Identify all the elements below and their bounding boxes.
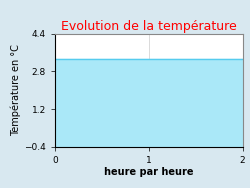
X-axis label: heure par heure: heure par heure: [104, 168, 194, 177]
Title: Evolution de la température: Evolution de la température: [61, 20, 236, 33]
Y-axis label: Température en °C: Température en °C: [11, 44, 22, 136]
